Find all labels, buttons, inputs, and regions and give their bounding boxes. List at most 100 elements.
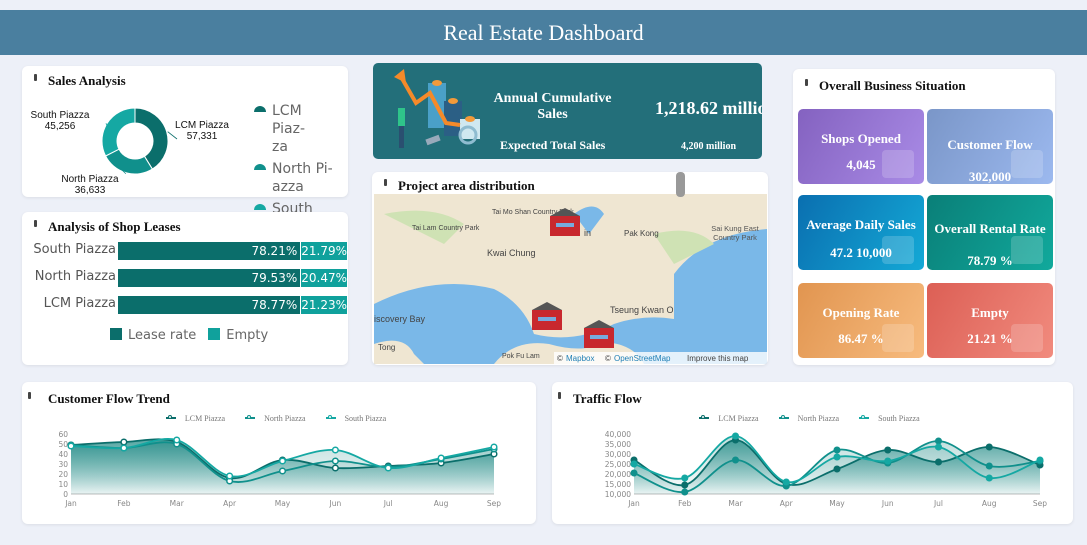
shop-marker-icon[interactable]: [550, 208, 580, 236]
y-tick-label: 30,000: [605, 450, 631, 459]
tile-value: 302,000: [968, 169, 1012, 184]
data-point[interactable]: [985, 474, 993, 482]
y-tick-label: 10: [58, 480, 68, 489]
data-point[interactable]: [490, 443, 498, 451]
legend-south[interactable]: South Piazza: [859, 414, 926, 423]
data-point[interactable]: [782, 478, 790, 486]
data-point[interactable]: [934, 443, 943, 451]
lease-category: South Piazza: [33, 242, 116, 257]
lease-rate-segment[interactable]: 79.53%: [118, 269, 302, 287]
lease-bar[interactable]: 78.21% 21.79%: [118, 242, 347, 260]
shop-marker-icon[interactable]: [584, 320, 614, 348]
tile-label: Customer Flow: [947, 137, 1033, 152]
empty-segment[interactable]: 20.47%: [301, 269, 347, 287]
map-scroll-handle[interactable]: [676, 172, 685, 197]
empty-segment[interactable]: 21.79%: [301, 242, 347, 260]
x-tick-label: Jan: [627, 499, 640, 508]
y-tick-label: 50: [58, 440, 68, 449]
data-point[interactable]: [384, 464, 392, 472]
data-point[interactable]: [731, 456, 740, 464]
legend-south[interactable]: South Piazza: [325, 414, 393, 423]
scale-icon: [1011, 236, 1043, 264]
y-tick-label: 0: [63, 490, 68, 499]
data-point[interactable]: [67, 442, 75, 450]
x-tick-label: Apr: [223, 499, 237, 508]
sales-growth-illustration-icon: [394, 69, 480, 148]
legend-north[interactable]: North Piazza: [245, 414, 312, 423]
data-point[interactable]: [731, 432, 740, 440]
data-point[interactable]: [331, 464, 339, 472]
tile-label: Overall Rental Rate: [934, 221, 1046, 236]
tile-overall-rental-rate[interactable]: Overall Rental Rate 78.79 %: [927, 195, 1053, 270]
tile-empty[interactable]: Empty 21.21 %: [927, 283, 1053, 358]
legend-lcm[interactable]: LCM Piazza: [165, 414, 231, 423]
data-point[interactable]: [934, 458, 943, 466]
map-view[interactable]: Tai Mo Shan Country Park Tai Lam Country…: [374, 194, 767, 364]
shop-marker-icon[interactable]: [532, 302, 562, 330]
legend-empty[interactable]: Empty: [208, 328, 268, 343]
data-point[interactable]: [173, 436, 181, 444]
map-title: Project area distribution: [384, 178, 535, 194]
data-point[interactable]: [120, 438, 128, 446]
tile-average-daily-sales[interactable]: Average Daily Sales 47.2 10,000: [798, 195, 924, 270]
lease-rate-segment[interactable]: 78.77%: [118, 296, 302, 314]
x-tick-label: Jul: [383, 499, 393, 508]
empty-segment[interactable]: 21.23%: [301, 296, 347, 314]
data-point[interactable]: [1036, 456, 1044, 464]
legend-marker-icon: [254, 106, 266, 112]
data-point[interactable]: [681, 481, 689, 489]
lease-rate-segment[interactable]: 78.21%: [118, 242, 302, 260]
data-point[interactable]: [278, 467, 287, 475]
tile-opening-rate[interactable]: Opening Rate 86.47 %: [798, 283, 924, 358]
legend-marker-icon: [254, 204, 266, 210]
donut-slice-south-piazza[interactable]: [101, 107, 136, 157]
y-tick-label: 30: [58, 460, 68, 469]
data-point[interactable]: [833, 453, 841, 461]
data-point[interactable]: [437, 454, 445, 462]
tile-value: 86.47 %: [838, 331, 884, 346]
clock-icon: [882, 236, 914, 264]
data-point[interactable]: [120, 444, 128, 452]
legend-lcm[interactable]: LCM Piazza: [699, 414, 764, 423]
data-point[interactable]: [630, 460, 638, 468]
customer-flow-panel: Customer Flow Trend LCM Piazza North Pia…: [22, 382, 536, 524]
banner-title: Annual Cumulative Sales: [493, 91, 612, 122]
map-label: Tai Lam Country Park: [412, 225, 480, 232]
legend-item-lcm[interactable]: LCM Piaz- za: [254, 102, 334, 156]
business-title: Overall Business Situation: [805, 78, 966, 94]
lease-category: North Piazza: [34, 269, 116, 284]
y-tick-label: 40: [58, 450, 68, 459]
x-tick-label: Jan: [64, 499, 77, 508]
data-point[interactable]: [331, 457, 339, 465]
osm-link[interactable]: OpenStreetMap: [614, 354, 671, 363]
data-point[interactable]: [331, 446, 339, 454]
mapbox-link[interactable]: Mapbox: [566, 354, 594, 363]
data-point[interactable]: [681, 488, 689, 496]
series-area: [71, 438, 494, 494]
lease-bar[interactable]: 79.53% 20.47%: [118, 269, 347, 287]
data-point[interactable]: [934, 437, 943, 445]
data-point[interactable]: [833, 446, 841, 454]
data-point[interactable]: [985, 462, 993, 470]
x-tick-label: Apr: [780, 499, 794, 508]
map-label: Kwai Chung: [487, 248, 536, 258]
data-point[interactable]: [884, 457, 892, 465]
legend-item-north[interactable]: North Pi- azza: [254, 160, 334, 196]
data-point[interactable]: [985, 443, 993, 451]
data-point[interactable]: [278, 457, 287, 465]
data-point[interactable]: [884, 446, 892, 454]
lease-bar[interactable]: 78.77% 21.23%: [118, 296, 347, 314]
shop-leases-panel: Analysis of Shop Leases South Piazza 78.…: [22, 212, 348, 365]
improve-map-link[interactable]: Improve this map: [687, 354, 749, 363]
tile-shops-opened[interactable]: Shops Opened 4,045: [798, 109, 924, 184]
data-point[interactable]: [226, 472, 234, 480]
tile-label: Average Daily Sales: [806, 217, 916, 232]
map-label: Pok Fu Lam: [502, 353, 540, 360]
data-point[interactable]: [833, 465, 841, 473]
legend-lease-rate[interactable]: Lease rate: [110, 328, 196, 343]
legend-north[interactable]: North Piazza: [778, 414, 846, 423]
data-point[interactable]: [630, 469, 638, 477]
label-line: [105, 123, 108, 127]
tile-customer-flow[interactable]: Customer Flow 302,000: [927, 109, 1053, 184]
data-point[interactable]: [681, 474, 689, 482]
